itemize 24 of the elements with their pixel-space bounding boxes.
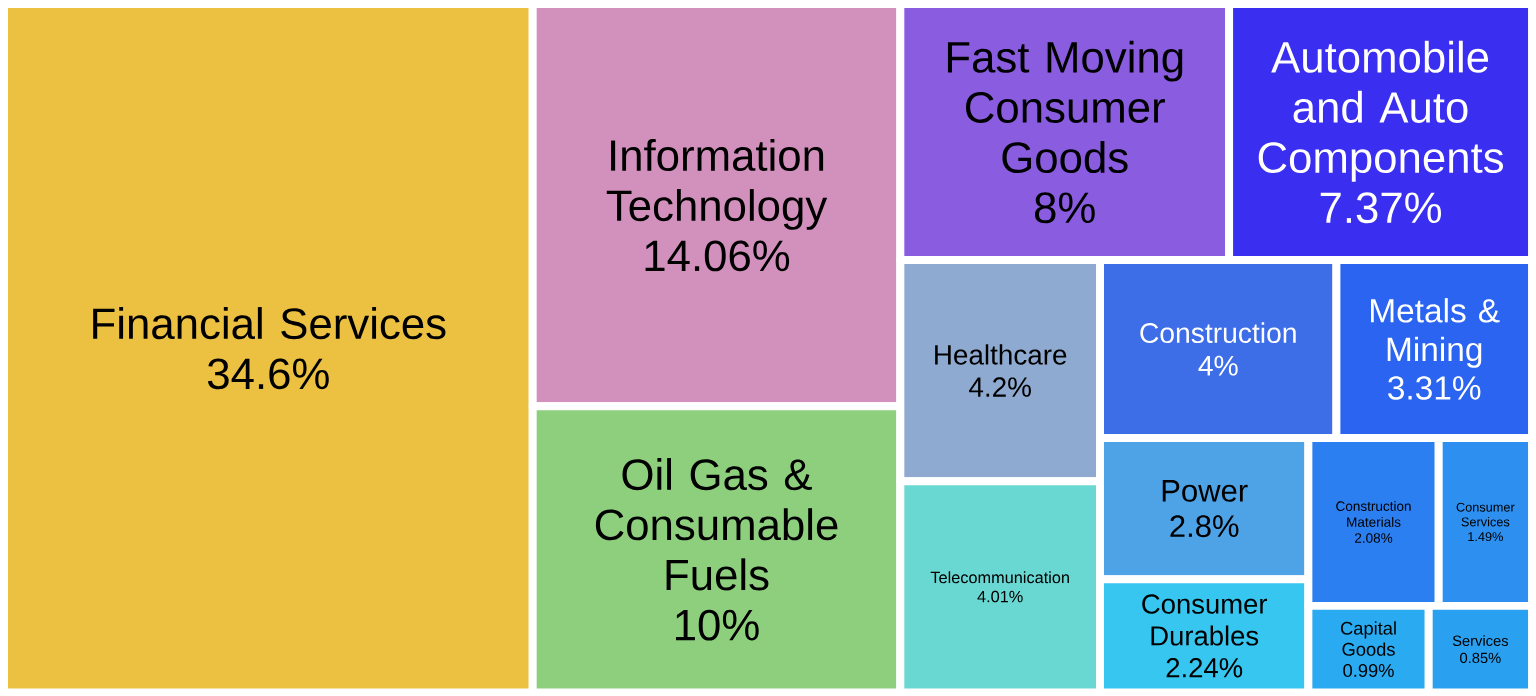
category-label: Healthcare — [935, 344, 1067, 365]
data-label: 4.01% — [977, 590, 1023, 603]
data-label: 0.99% — [1343, 663, 1394, 677]
category-label: Oil Gas & Consumable Fuels — [595, 457, 838, 591]
data-label: 34.6% — [207, 358, 329, 390]
data-label: 10% — [676, 609, 759, 641]
data-label: 2.8% — [1170, 515, 1239, 537]
data-label: 14.06% — [645, 240, 790, 272]
data-label: 3.31% — [1388, 375, 1481, 400]
data-label: 4.2% — [969, 377, 1031, 397]
data-label: 4% — [1198, 355, 1238, 376]
category-label: Automobile and Auto Components — [1258, 40, 1504, 182]
data-label: 2.24% — [1166, 657, 1243, 678]
category-label: Construction — [1140, 322, 1296, 343]
data-label: 7.37% — [1320, 192, 1442, 224]
category-label: Capital Goods — [1340, 621, 1396, 656]
category-label: Power — [1162, 479, 1248, 502]
category-label: Consumer Durables — [1142, 594, 1268, 646]
category-label: Telecommunication — [930, 571, 1069, 584]
category-label: Metals & Mining — [1371, 297, 1500, 368]
data-label: 8% — [1034, 192, 1095, 224]
category-label: Financial Services — [93, 306, 446, 340]
category-label: Fast Moving Consumer Goods — [947, 40, 1183, 173]
category-label: Information Technology — [606, 138, 828, 230]
